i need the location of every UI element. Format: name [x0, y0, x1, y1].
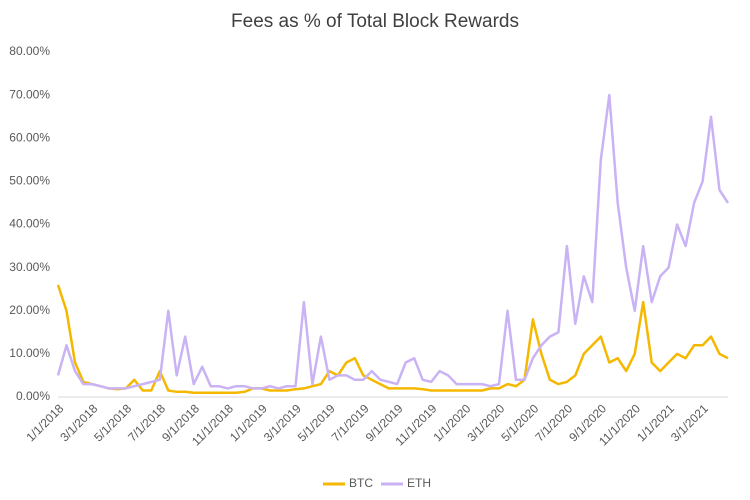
x-tick-label: 3/1/2021 [668, 401, 711, 444]
y-tick-label: 20.00% [9, 303, 50, 317]
y-tick-label: 60.00% [9, 130, 50, 144]
y-tick-label: 50.00% [9, 174, 50, 188]
y-tick-label: 70.00% [9, 87, 50, 101]
legend-label: ETH [407, 476, 431, 490]
y-tick-label: 0.00% [16, 389, 50, 403]
y-tick-label: 30.00% [9, 260, 50, 274]
line-series [56, 93, 730, 390]
y-tick-label: 40.00% [9, 217, 50, 231]
legend-label: BTC [349, 476, 373, 490]
line-series [56, 284, 729, 394]
y-tick-label: 10.00% [9, 346, 50, 360]
y-tick-label: 80.00% [9, 44, 50, 58]
chart-title: Fees as % of Total Block Rewards [231, 11, 519, 32]
